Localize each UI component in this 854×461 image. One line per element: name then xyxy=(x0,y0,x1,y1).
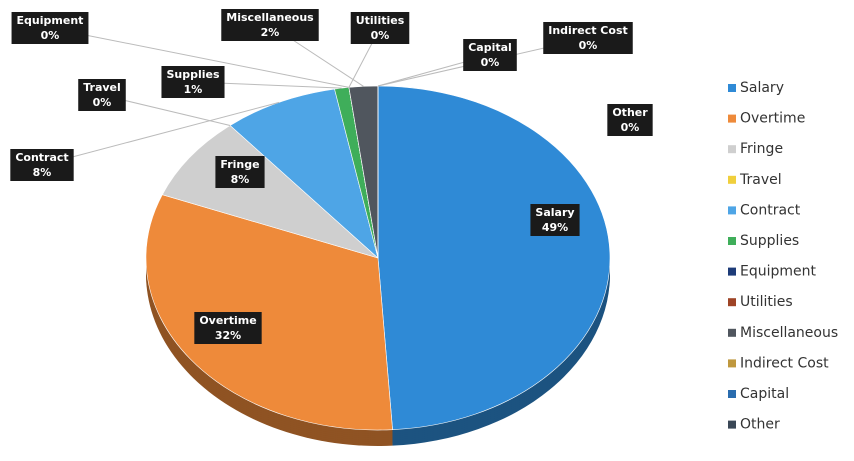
label-name: Salary xyxy=(535,206,574,219)
slice xyxy=(229,88,379,259)
leader-line xyxy=(49,27,350,88)
label-box xyxy=(215,156,265,188)
label-box xyxy=(10,149,74,181)
legend-label: Indirect Cost xyxy=(740,355,829,371)
data-label: Travel 0% xyxy=(78,79,126,111)
label-box xyxy=(194,312,262,344)
label-box xyxy=(607,104,653,136)
legend-label: Contract xyxy=(740,202,801,218)
label-box xyxy=(11,12,89,44)
data-label: Indirect Cost 0% xyxy=(543,22,633,54)
data-label: Overtime 32% xyxy=(194,312,262,344)
label-name: Indirect Cost xyxy=(548,24,628,37)
legend-label: Miscellaneous xyxy=(740,325,838,341)
label-box xyxy=(221,9,319,41)
data-label: Miscellaneous 2% xyxy=(221,9,319,41)
legend-swatch xyxy=(728,206,736,215)
legend-label: Equipment xyxy=(740,264,817,280)
label-name: Utilities xyxy=(356,14,405,27)
label-name: Equipment xyxy=(17,14,84,27)
label-value: 8% xyxy=(231,173,250,186)
slice xyxy=(145,194,393,431)
legend-label: Supplies xyxy=(740,233,799,249)
legend-swatch xyxy=(728,175,736,184)
legend-swatch xyxy=(728,114,736,123)
legend-label: Travel xyxy=(739,172,782,188)
legend-label: Salary xyxy=(740,80,784,96)
label-name: Miscellaneous xyxy=(226,11,314,24)
slice xyxy=(377,85,611,430)
legend-swatch xyxy=(728,84,736,92)
legend-label: Fringe xyxy=(740,141,783,157)
label-name: Contract xyxy=(15,151,68,164)
label-value: 0% xyxy=(481,56,500,69)
label-name: Capital xyxy=(468,41,512,54)
data-label: Fringe 8% xyxy=(215,156,265,188)
data-label: Salary 49% xyxy=(530,204,580,236)
legend-swatch xyxy=(728,390,736,398)
label-name: Other xyxy=(612,106,648,119)
data-label: Utilities 0% xyxy=(350,12,410,44)
legend-swatch xyxy=(728,145,736,154)
label-box xyxy=(350,12,410,44)
data-label: Contract 8% xyxy=(10,149,74,181)
data-label: Equipment 0% xyxy=(11,12,89,44)
data-label: Supplies 1% xyxy=(161,66,225,98)
leader-line xyxy=(41,101,280,166)
legend-swatch xyxy=(728,298,736,307)
label-name: Fringe xyxy=(220,158,259,171)
label-value: 0% xyxy=(579,39,598,52)
legend-swatch xyxy=(728,237,736,245)
legend-label: Utilities xyxy=(740,294,793,310)
legend-swatch xyxy=(728,359,736,368)
label-value: 1% xyxy=(184,83,203,96)
label-value: 2% xyxy=(261,26,280,39)
label-box xyxy=(530,204,580,236)
label-value: 49% xyxy=(542,221,568,234)
label-box xyxy=(161,66,225,98)
data-label: Other 0% xyxy=(607,104,653,136)
legend-label: Capital xyxy=(740,386,789,402)
label-value: 0% xyxy=(371,29,390,42)
label-name: Overtime xyxy=(199,314,256,327)
legend-label: Other xyxy=(740,417,780,433)
label-value: 0% xyxy=(41,29,60,42)
label-box xyxy=(78,79,126,111)
data-label: Capital 0% xyxy=(463,39,517,71)
label-value: 32% xyxy=(215,329,241,342)
label-value: 8% xyxy=(33,166,52,179)
label-value: 0% xyxy=(621,121,640,134)
label-value: 0% xyxy=(93,96,112,109)
label-name: Travel xyxy=(83,81,121,94)
legend-swatch xyxy=(728,420,736,429)
legend-swatch xyxy=(728,267,736,276)
label-box xyxy=(543,22,633,54)
label-name: Supplies xyxy=(166,68,220,81)
legend-label: Overtime xyxy=(740,111,805,127)
legend-swatch xyxy=(728,328,736,337)
label-box xyxy=(463,39,517,71)
